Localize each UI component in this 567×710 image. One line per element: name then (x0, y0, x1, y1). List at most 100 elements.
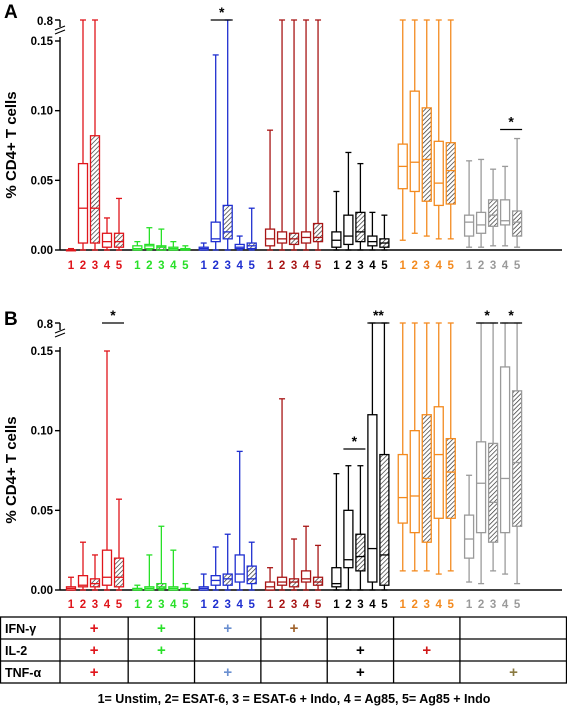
box (101, 549, 113, 586)
box (264, 228, 276, 247)
x-category-label: 5 (248, 260, 255, 272)
box (367, 414, 378, 583)
box-plot (397, 322, 408, 572)
box-plot (198, 242, 209, 251)
box (487, 199, 499, 227)
x-category-label: 4 (502, 599, 509, 611)
x-category-label: 2 (279, 599, 285, 611)
box-plot (475, 158, 487, 248)
box-plot (463, 160, 475, 248)
box-plot (331, 473, 342, 591)
box-plot (499, 165, 511, 247)
table-plus-mark: + (290, 620, 299, 637)
box-plot (433, 322, 444, 575)
significance-label: * (219, 4, 225, 20)
box-plot (234, 450, 245, 591)
box-plot (77, 541, 89, 591)
x-category-label: 4 (170, 599, 177, 611)
box (156, 245, 167, 251)
x-category-label: 2 (478, 260, 484, 272)
x-category-label: 4 (303, 260, 310, 272)
x-category-label: 1 (68, 599, 75, 611)
panel-letter: A (4, 2, 18, 23)
significance-label: ** (373, 307, 384, 323)
box (433, 406, 444, 519)
box (367, 235, 378, 247)
table-border (0, 616, 567, 684)
x-category-label: 1 (267, 599, 274, 611)
y-tick-label: 0.15 (31, 346, 54, 358)
x-category-label: 1 (333, 599, 340, 611)
box-plot (421, 322, 432, 572)
box (288, 578, 300, 588)
box-plot (433, 19, 444, 240)
y-axis-label: % CD4+ T cells (3, 416, 20, 523)
box-plot (511, 137, 523, 248)
box-plot (101, 217, 113, 251)
box (511, 390, 523, 527)
box-plot (379, 214, 390, 251)
box (409, 90, 420, 193)
box (463, 514, 475, 559)
box-plot (132, 584, 143, 591)
box (379, 453, 390, 586)
box-plot (288, 538, 300, 591)
box (331, 231, 342, 248)
box (487, 442, 499, 543)
box-plot (246, 541, 257, 591)
x-category-label: 2 (345, 260, 351, 272)
box-plot (499, 322, 511, 575)
box (222, 573, 233, 586)
table-plus-mark: + (422, 642, 431, 659)
box (445, 437, 456, 519)
box-plot (300, 19, 312, 251)
table-plus-mark: + (90, 620, 99, 637)
table-plus-mark: + (157, 620, 166, 637)
x-category-label: 4 (436, 599, 443, 611)
x-category-label: 5 (116, 260, 123, 272)
x-category-label: 3 (490, 599, 496, 611)
box-plot (288, 19, 300, 251)
x-category-label: 5 (381, 599, 388, 611)
box-plot (312, 544, 324, 591)
x-category-label: 3 (224, 260, 230, 272)
x-category-label: 4 (104, 599, 111, 611)
box (132, 245, 143, 251)
x-category-label: 4 (170, 260, 177, 272)
box-plot (409, 322, 420, 572)
cytokine-table: IFN-γ + + + + IL-2 + + + + TNF-α + + + + (0, 616, 567, 684)
x-category-label: 5 (514, 599, 521, 611)
box (511, 210, 523, 237)
box-plot (312, 19, 324, 251)
x-category-label: 3 (424, 599, 430, 611)
box-plot (144, 554, 155, 591)
box-plot (222, 19, 233, 251)
box (210, 221, 221, 243)
x-category-label: 3 (158, 599, 164, 611)
table-row-label: IFN-γ (5, 622, 36, 636)
box-plot (168, 549, 179, 591)
box-plot (397, 19, 408, 241)
y-tick-label-break: 0.8 (37, 16, 54, 28)
box (300, 570, 312, 583)
table-plus-mark: + (223, 620, 232, 637)
box (409, 430, 420, 534)
y-tick-label: 0.00 (31, 245, 53, 257)
x-category-label: 1 (267, 260, 274, 272)
box (397, 453, 408, 524)
x-category-label: 5 (448, 260, 455, 272)
box-plot (276, 398, 288, 591)
box (421, 107, 432, 202)
box-plot (222, 533, 233, 591)
box-plot (367, 322, 378, 591)
box (89, 578, 101, 588)
y-tick-label: 0.00 (31, 585, 53, 597)
significance-label: * (508, 307, 514, 323)
y-tick-label: 0.15 (31, 36, 54, 48)
x-category-label: 5 (448, 599, 455, 611)
box-plot (343, 465, 354, 591)
x-category-label: 1 (400, 260, 407, 272)
y-tick-label: 0.10 (31, 426, 53, 438)
box-plot (168, 240, 179, 251)
